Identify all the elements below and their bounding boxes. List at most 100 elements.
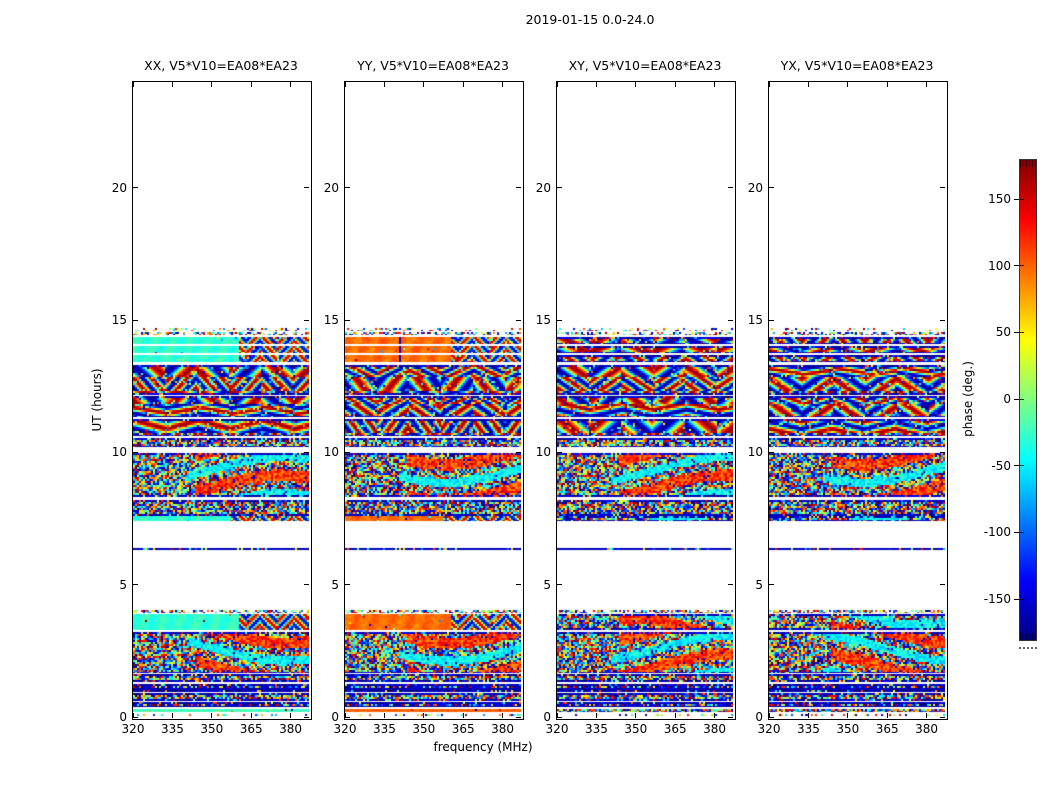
- colorbar-tick-inner: [1020, 331, 1024, 333]
- y-tick-left: [133, 716, 138, 718]
- y-tick-label: 0: [331, 710, 339, 724]
- x-tick-label: 320: [545, 722, 569, 736]
- heatmap-yx: [769, 82, 945, 717]
- x-tick-label: 320: [333, 722, 357, 736]
- y-tick-left: [133, 451, 138, 453]
- y-tick-label: 15: [323, 313, 339, 328]
- y-tick-label: 5: [331, 577, 339, 592]
- colorbar-tick-inner: [1020, 598, 1024, 600]
- x-tick-bottom: [344, 713, 346, 718]
- y-tick-left: [133, 187, 138, 189]
- y-tick-label: 5: [543, 577, 551, 592]
- x-tick-label: 350: [412, 722, 436, 736]
- x-tick-bottom: [926, 713, 928, 718]
- x-tick-top: [383, 82, 385, 87]
- colorbar-tick-label: -50: [991, 458, 1011, 473]
- colorbar-tick: [1014, 465, 1019, 467]
- x-tick-label: 380: [915, 722, 939, 736]
- y-tick-label: 0: [755, 710, 763, 724]
- y-tick-right: [940, 716, 945, 718]
- panel-yx: [768, 81, 948, 720]
- colorbar-top-hatch: [1020, 160, 1036, 167]
- heatmap-xx: [133, 82, 309, 717]
- y-tick-label: 5: [119, 577, 127, 592]
- y-tick-label: 10: [323, 445, 339, 460]
- colorbar-tick-inner: [1020, 265, 1024, 267]
- colorbar-tick-inner: [1020, 398, 1024, 400]
- x-tick-bottom: [250, 713, 252, 718]
- y-tick-right: [940, 451, 945, 453]
- y-tick-label: 20: [747, 180, 763, 195]
- y-tick-right: [516, 584, 521, 586]
- y-tick-right: [728, 187, 733, 189]
- x-tick-label: 350: [624, 722, 648, 736]
- x-tick-label: 380: [491, 722, 515, 736]
- colorbar-tick-label: -100: [983, 525, 1011, 540]
- colorbar-tick-label: -150: [983, 592, 1011, 606]
- y-tick-label: 20: [535, 180, 551, 195]
- x-tick-top: [502, 82, 504, 87]
- x-tick-top: [886, 82, 888, 87]
- y-tick-right: [304, 187, 309, 189]
- x-tick-label: 350: [200, 722, 224, 736]
- y-tick-left: [345, 319, 350, 321]
- y-tick-right: [516, 319, 521, 321]
- x-tick-bottom: [171, 713, 173, 718]
- x-tick-top: [768, 82, 770, 87]
- y-tick-left: [769, 319, 774, 321]
- y-tick-left: [133, 319, 138, 321]
- x-tick-bottom: [556, 713, 558, 718]
- y-tick-right: [516, 451, 521, 453]
- y-tick-right: [728, 584, 733, 586]
- x-tick-bottom: [674, 713, 676, 718]
- x-tick-label: 335: [584, 722, 608, 736]
- y-tick-right: [516, 716, 521, 718]
- x-tick-label: 320: [121, 722, 145, 736]
- x-tick-label: 350: [836, 722, 860, 736]
- y-tick-left: [557, 187, 562, 189]
- y-tick-left: [345, 451, 350, 453]
- panel-title-xx: XX, V5*V10=EA08*EA23: [144, 58, 298, 73]
- y-tick-label: 0: [119, 710, 127, 724]
- colorbar-tick: [1014, 198, 1019, 200]
- y-tick-left: [345, 716, 350, 718]
- y-tick-right: [940, 187, 945, 189]
- x-tick-label: 380: [703, 722, 727, 736]
- x-tick-top: [211, 82, 213, 87]
- x-tick-bottom: [847, 713, 849, 718]
- heatmap-yy: [345, 82, 521, 717]
- x-tick-top: [714, 82, 716, 87]
- x-tick-bottom: [290, 713, 292, 718]
- y-tick-left: [769, 584, 774, 586]
- colorbar-bottom-hatch: [1020, 633, 1036, 640]
- x-tick-top: [674, 82, 676, 87]
- x-tick-bottom: [768, 713, 770, 718]
- colorbar-tick: [1014, 331, 1019, 333]
- x-tick-bottom: [635, 713, 637, 718]
- x-tick-bottom: [502, 713, 504, 718]
- figure-title: 2019-01-15 0.0-24.0: [525, 12, 655, 27]
- x-tick-label: 365: [451, 722, 475, 736]
- y-tick-left: [557, 451, 562, 453]
- x-tick-label: 335: [796, 722, 820, 736]
- y-tick-right: [304, 451, 309, 453]
- x-tick-label: 335: [372, 722, 396, 736]
- x-tick-top: [462, 82, 464, 87]
- y-tick-label: 20: [323, 180, 339, 195]
- x-tick-top: [344, 82, 346, 87]
- x-tick-top: [132, 82, 134, 87]
- x-tick-top: [807, 82, 809, 87]
- x-tick-bottom: [423, 713, 425, 718]
- colorbar-tick: [1014, 598, 1019, 600]
- y-tick-label: 10: [747, 445, 763, 460]
- colorbar-tick: [1014, 265, 1019, 267]
- y-axis-label: UT (hours): [90, 367, 104, 432]
- y-tick-right: [728, 451, 733, 453]
- x-tick-top: [595, 82, 597, 87]
- panel-title-yy: YY, V5*V10=EA08*EA23: [357, 58, 509, 73]
- y-tick-left: [557, 584, 562, 586]
- y-tick-left: [769, 716, 774, 718]
- colorbar-tick-inner: [1020, 198, 1024, 200]
- y-tick-left: [769, 451, 774, 453]
- x-tick-top: [556, 82, 558, 87]
